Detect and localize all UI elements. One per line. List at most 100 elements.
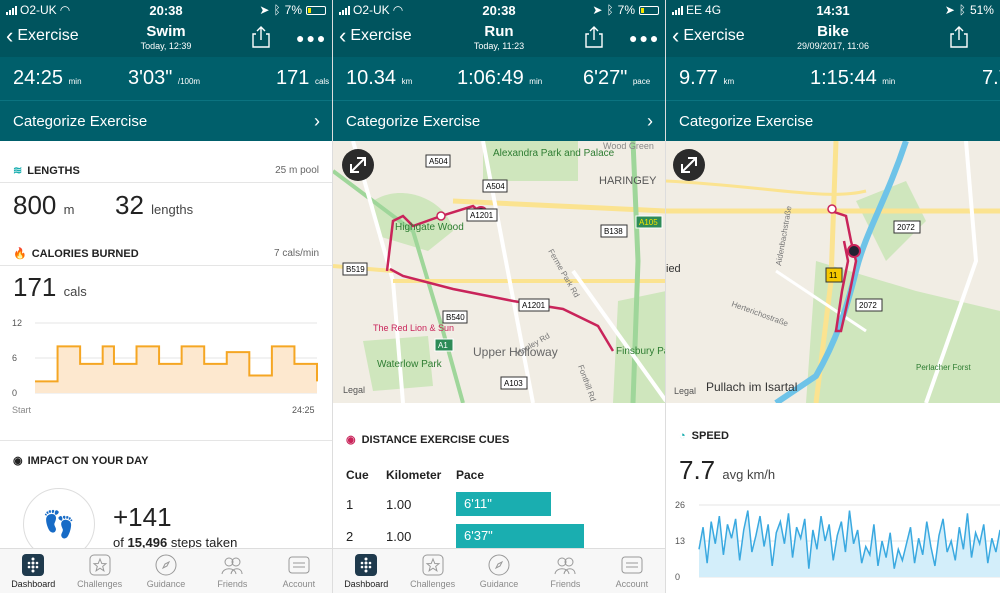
signal-icon	[672, 5, 683, 15]
back-button[interactable]: ‹ Exercise	[339, 25, 412, 47]
cues-header: ◉ DISTANCE EXERCISE CUES	[346, 433, 652, 447]
expand-icon	[350, 157, 366, 173]
map-label: Upper Holloway	[473, 345, 558, 359]
back-button[interactable]: ‹ Exercise	[672, 25, 745, 47]
tab-guidance[interactable]: Guidance	[466, 549, 532, 593]
calories-label: CALORIES BURNED	[31, 247, 139, 260]
categorize-exercise-button[interactable]: Categorize Exercise ›	[333, 100, 665, 141]
pace-bar: 6'37"	[456, 524, 584, 548]
tab-account[interactable]: Account	[599, 549, 665, 593]
pace-bar: 6'11"	[456, 492, 551, 516]
nav-bar: ‹ Exercise Run Today, 11:23 ●●●	[333, 20, 665, 57]
y-tick-label: 0	[12, 388, 17, 398]
impact-total: of 15,496 steps taken	[113, 535, 238, 550]
tab-dashboard[interactable]: Dashboard	[333, 549, 399, 593]
tab-friends[interactable]: Friends	[532, 549, 598, 593]
pool-size: 25 m pool	[275, 165, 319, 176]
battery-percent: 7%	[284, 3, 303, 17]
wood-area	[373, 192, 453, 251]
stats-bar: 24:25 min 3'03" /100m 171 cals	[0, 57, 332, 100]
compass-icon	[488, 554, 510, 576]
clock: 14:31	[816, 2, 850, 18]
location-icon: ➤	[592, 3, 603, 17]
stat-distance: 9.77 km	[679, 67, 735, 89]
speed-value: 7.7 avg km/h	[679, 455, 776, 485]
bluetooth-icon: ᛒ	[606, 3, 614, 17]
calories-header: 🔥 CALORIES BURNED 7 cals/min	[13, 247, 319, 261]
target-icon: ◉	[13, 455, 23, 467]
y-tick-label: 12	[12, 318, 22, 328]
cues-label: DISTANCE EXERCISE CUES	[361, 433, 510, 446]
tab-guidance[interactable]: Guidance	[133, 549, 199, 593]
share-icon[interactable]	[585, 26, 603, 48]
stats-bar: 9.77 km 1:15:44 min 7.7	[666, 57, 1000, 100]
compass-icon	[155, 554, 177, 576]
tab-account[interactable]: Account	[266, 549, 332, 593]
x-tick-label: Start	[12, 405, 32, 415]
start-marker	[827, 204, 837, 214]
tab-bar: Dashboard Challenges Guidance Friends Ac…	[0, 548, 332, 593]
nav-bar: ‹ Exercise Bike 29/09/2017, 11:06	[666, 20, 1000, 57]
signal-icon	[339, 5, 350, 15]
wifi-icon: ◠	[59, 3, 71, 17]
speed-header: ◔ SPEED	[679, 430, 729, 442]
park-area	[856, 181, 926, 261]
categorize-exercise-button[interactable]: Categorize Exercise ›	[0, 100, 332, 141]
tab-dashboard[interactable]: Dashboard	[0, 549, 66, 593]
svg-text:B138: B138	[604, 227, 623, 236]
footsteps-icon: 👣	[23, 488, 95, 560]
table-row: 2 1.00 6'37"	[346, 520, 665, 552]
svg-text:B540: B540	[446, 313, 465, 322]
back-label: Exercise	[17, 27, 79, 44]
categorize-label: Categorize Exercise	[679, 113, 814, 130]
svg-text:2072: 2072	[897, 223, 915, 232]
lengths-label: LENGTHS	[27, 164, 80, 177]
road	[666, 179, 867, 196]
calories-chart: 0 6 12 Start 24:25	[12, 318, 318, 415]
map-label: Finsbury Pa	[616, 346, 666, 357]
map-label: Highgate Wood	[395, 222, 464, 233]
tab-challenges[interactable]: Challenges	[399, 549, 465, 593]
svg-text:A504: A504	[429, 157, 448, 166]
run-map[interactable]: Alexandra Park and Palace HARINGEY Wood …	[333, 141, 666, 403]
start-marker	[436, 211, 446, 221]
page-title: Run	[484, 23, 514, 40]
map-legal[interactable]: Legal	[674, 386, 696, 396]
share-icon[interactable]	[950, 26, 968, 48]
network-type: 4G	[705, 3, 722, 17]
river	[774, 141, 909, 403]
bluetooth-icon: ᛒ	[958, 3, 966, 17]
svg-text:2072: 2072	[859, 301, 877, 310]
table-header: Cue Kilometer Pace	[346, 468, 485, 482]
status-bar: EE 4G 14:31 ➤ ᛒ 51%	[666, 0, 1000, 20]
route-line	[385, 204, 615, 352]
lengths-distance: 800 m	[13, 190, 75, 220]
stat-calories: 171 cals	[276, 67, 330, 89]
stat-duration: 1:06:49 min	[457, 67, 543, 89]
more-icon[interactable]: ●●●	[629, 30, 661, 46]
road	[924, 141, 979, 403]
star-icon	[89, 554, 111, 576]
svg-text:A1: A1	[438, 341, 448, 350]
stat-duration: 24:25 min	[13, 67, 82, 89]
bike-map[interactable]: Pullach im Isartal Aidenbachstraße Herte…	[666, 141, 1000, 403]
svg-text:A105: A105	[639, 218, 658, 227]
categorize-exercise-button[interactable]: Categorize Exercise	[666, 100, 1000, 141]
map-label: Pullach im Isartal	[706, 380, 797, 394]
tab-friends[interactable]: Friends	[199, 549, 265, 593]
svg-text:11: 11	[829, 271, 838, 280]
share-icon[interactable]	[252, 26, 270, 48]
wifi-icon: ◠	[392, 3, 404, 17]
battery-icon	[639, 5, 660, 15]
park-area	[613, 291, 665, 403]
y-tick-label: 0	[675, 572, 680, 582]
map-label: HARINGEY	[599, 175, 657, 187]
svg-text:B519: B519	[346, 265, 365, 274]
categorize-label: Categorize Exercise	[346, 113, 481, 130]
back-button[interactable]: ‹ Exercise	[6, 25, 79, 47]
more-icon[interactable]: ●●●	[296, 30, 328, 46]
map-legal[interactable]: Legal	[343, 385, 365, 395]
pin-icon: ◉	[346, 434, 356, 446]
tab-challenges[interactable]: Challenges	[66, 549, 132, 593]
clock: 20:38	[149, 2, 183, 18]
